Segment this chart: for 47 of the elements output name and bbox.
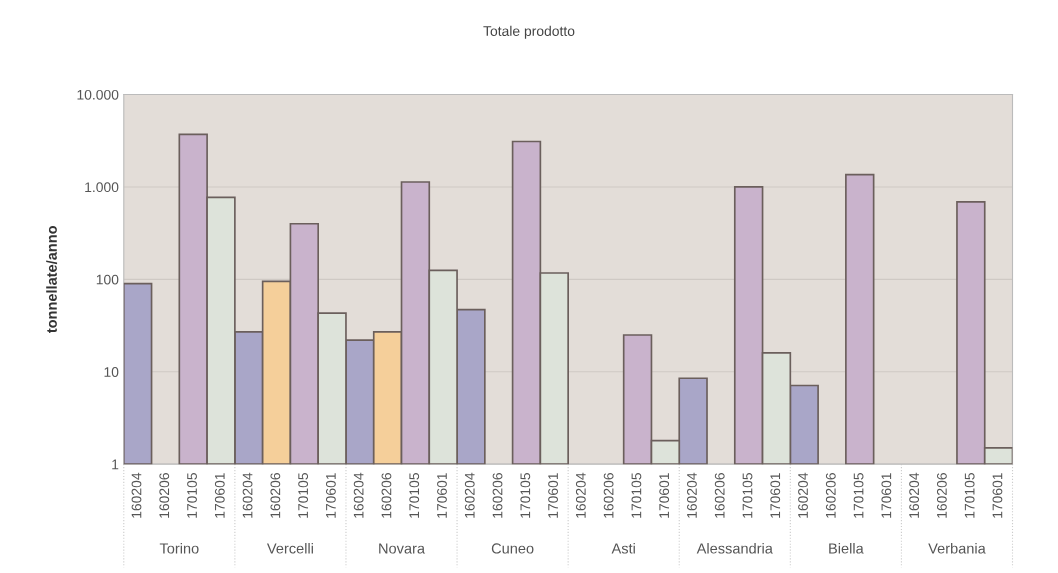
x-tick-label: Verbania — [928, 542, 986, 554]
text: 160206 — [270, 473, 281, 518]
text: 160204 — [687, 472, 697, 518]
x-tick-label: Biella — [829, 542, 864, 554]
text: 160204 — [909, 472, 920, 518]
x-tick-label: Asti — [611, 542, 635, 554]
text: 170105 — [187, 473, 197, 518]
text: 160204 — [353, 472, 364, 518]
text: 170105 — [298, 473, 309, 518]
text: 170105 — [631, 473, 642, 518]
x-tick-label: Novara — [379, 543, 426, 554]
text: 170105 — [853, 473, 864, 518]
x-tick-label: Alessandria — [696, 542, 773, 554]
text: 170601 — [881, 473, 892, 518]
text: 160206 — [492, 473, 503, 518]
y-tick-label: 10.000 — [77, 89, 119, 100]
text: 160204 — [575, 472, 586, 518]
y-tick-label: 10 — [104, 367, 119, 377]
chart-title: Totale prodotto — [483, 25, 575, 39]
text: 160206 — [714, 473, 725, 518]
text: 170601 — [548, 473, 558, 518]
text: 170601 — [325, 473, 336, 518]
text: 160206 — [159, 473, 170, 518]
text: 170105 — [742, 473, 753, 518]
text: 160206 — [603, 473, 614, 518]
y-tick-label: 1.000 — [85, 182, 119, 193]
text: 160206 — [936, 473, 947, 518]
x-tick-label: Torino — [159, 542, 199, 554]
text: 170601 — [770, 473, 781, 518]
y-axis-title: tonnellate/anno — [46, 226, 58, 334]
text: 170601 — [214, 473, 225, 518]
text: 160204 — [798, 472, 808, 518]
text: 170105 — [409, 473, 420, 518]
text: 170601 — [659, 473, 670, 518]
x-tick-label: Vercelli — [266, 542, 313, 554]
text: 170105 — [964, 473, 975, 518]
text: 160204 — [242, 472, 253, 518]
text: 160206 — [381, 473, 392, 518]
text: 170601 — [437, 473, 447, 518]
text: 170601 — [992, 473, 1003, 518]
text: 160204 — [131, 472, 142, 518]
text: 160204 — [464, 472, 475, 518]
text: 170105 — [520, 473, 531, 518]
y-tick-label: 1 — [112, 459, 119, 470]
text: 160206 — [825, 473, 836, 518]
x-tick-label: Cuneo — [491, 543, 534, 554]
y-tick-label: 100 — [96, 274, 119, 285]
